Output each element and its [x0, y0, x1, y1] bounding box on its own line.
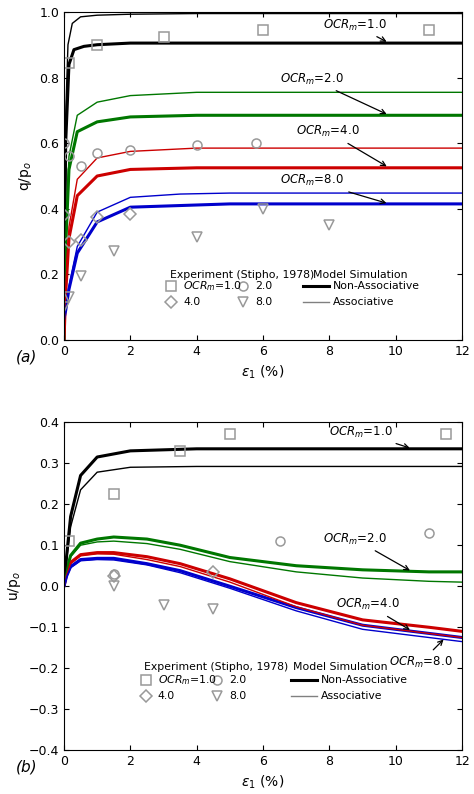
X-axis label: $\varepsilon_1$ (%): $\varepsilon_1$ (%) — [241, 364, 285, 381]
Text: $OCR_m$=1.0: $OCR_m$=1.0 — [157, 673, 217, 687]
Text: $OCR_m$=2.0: $OCR_m$=2.0 — [323, 531, 409, 570]
Text: Model Simulation: Model Simulation — [313, 269, 407, 279]
Text: Experiment (Stipho, 1978): Experiment (Stipho, 1978) — [170, 269, 314, 279]
Text: 2.0: 2.0 — [255, 281, 273, 291]
Text: (b): (b) — [16, 760, 38, 775]
Text: $OCR_m$=1.0: $OCR_m$=1.0 — [329, 425, 409, 449]
Text: $OCR_m$=4.0: $OCR_m$=4.0 — [336, 597, 409, 629]
Text: $OCR_m$=1.0: $OCR_m$=1.0 — [183, 279, 243, 293]
Text: 4.0: 4.0 — [183, 298, 201, 307]
Text: Non-Associative: Non-Associative — [333, 281, 420, 291]
Text: $OCR_m$=1.0: $OCR_m$=1.0 — [323, 17, 386, 41]
Text: 4.0: 4.0 — [157, 692, 175, 701]
Text: (a): (a) — [16, 349, 37, 364]
Text: 8.0: 8.0 — [255, 298, 273, 307]
Y-axis label: u/p$_o$: u/p$_o$ — [6, 571, 23, 601]
Text: Associative: Associative — [333, 298, 394, 307]
Text: Model Simulation: Model Simulation — [293, 661, 387, 672]
Text: $OCR_m$=4.0: $OCR_m$=4.0 — [296, 124, 385, 166]
Text: Associative: Associative — [321, 692, 383, 701]
X-axis label: $\varepsilon_1$ (%): $\varepsilon_1$ (%) — [241, 773, 285, 791]
Y-axis label: q/p$_o$: q/p$_o$ — [17, 161, 34, 191]
Text: 8.0: 8.0 — [229, 692, 246, 701]
Text: $OCR_m$=8.0: $OCR_m$=8.0 — [389, 641, 453, 669]
Text: 2.0: 2.0 — [229, 675, 246, 684]
Text: $OCR_m$=2.0: $OCR_m$=2.0 — [280, 71, 385, 114]
Text: $OCR_m$=8.0: $OCR_m$=8.0 — [280, 173, 385, 203]
Text: Experiment (Stipho, 1978): Experiment (Stipho, 1978) — [144, 661, 288, 672]
Text: Non-Associative: Non-Associative — [321, 675, 408, 684]
